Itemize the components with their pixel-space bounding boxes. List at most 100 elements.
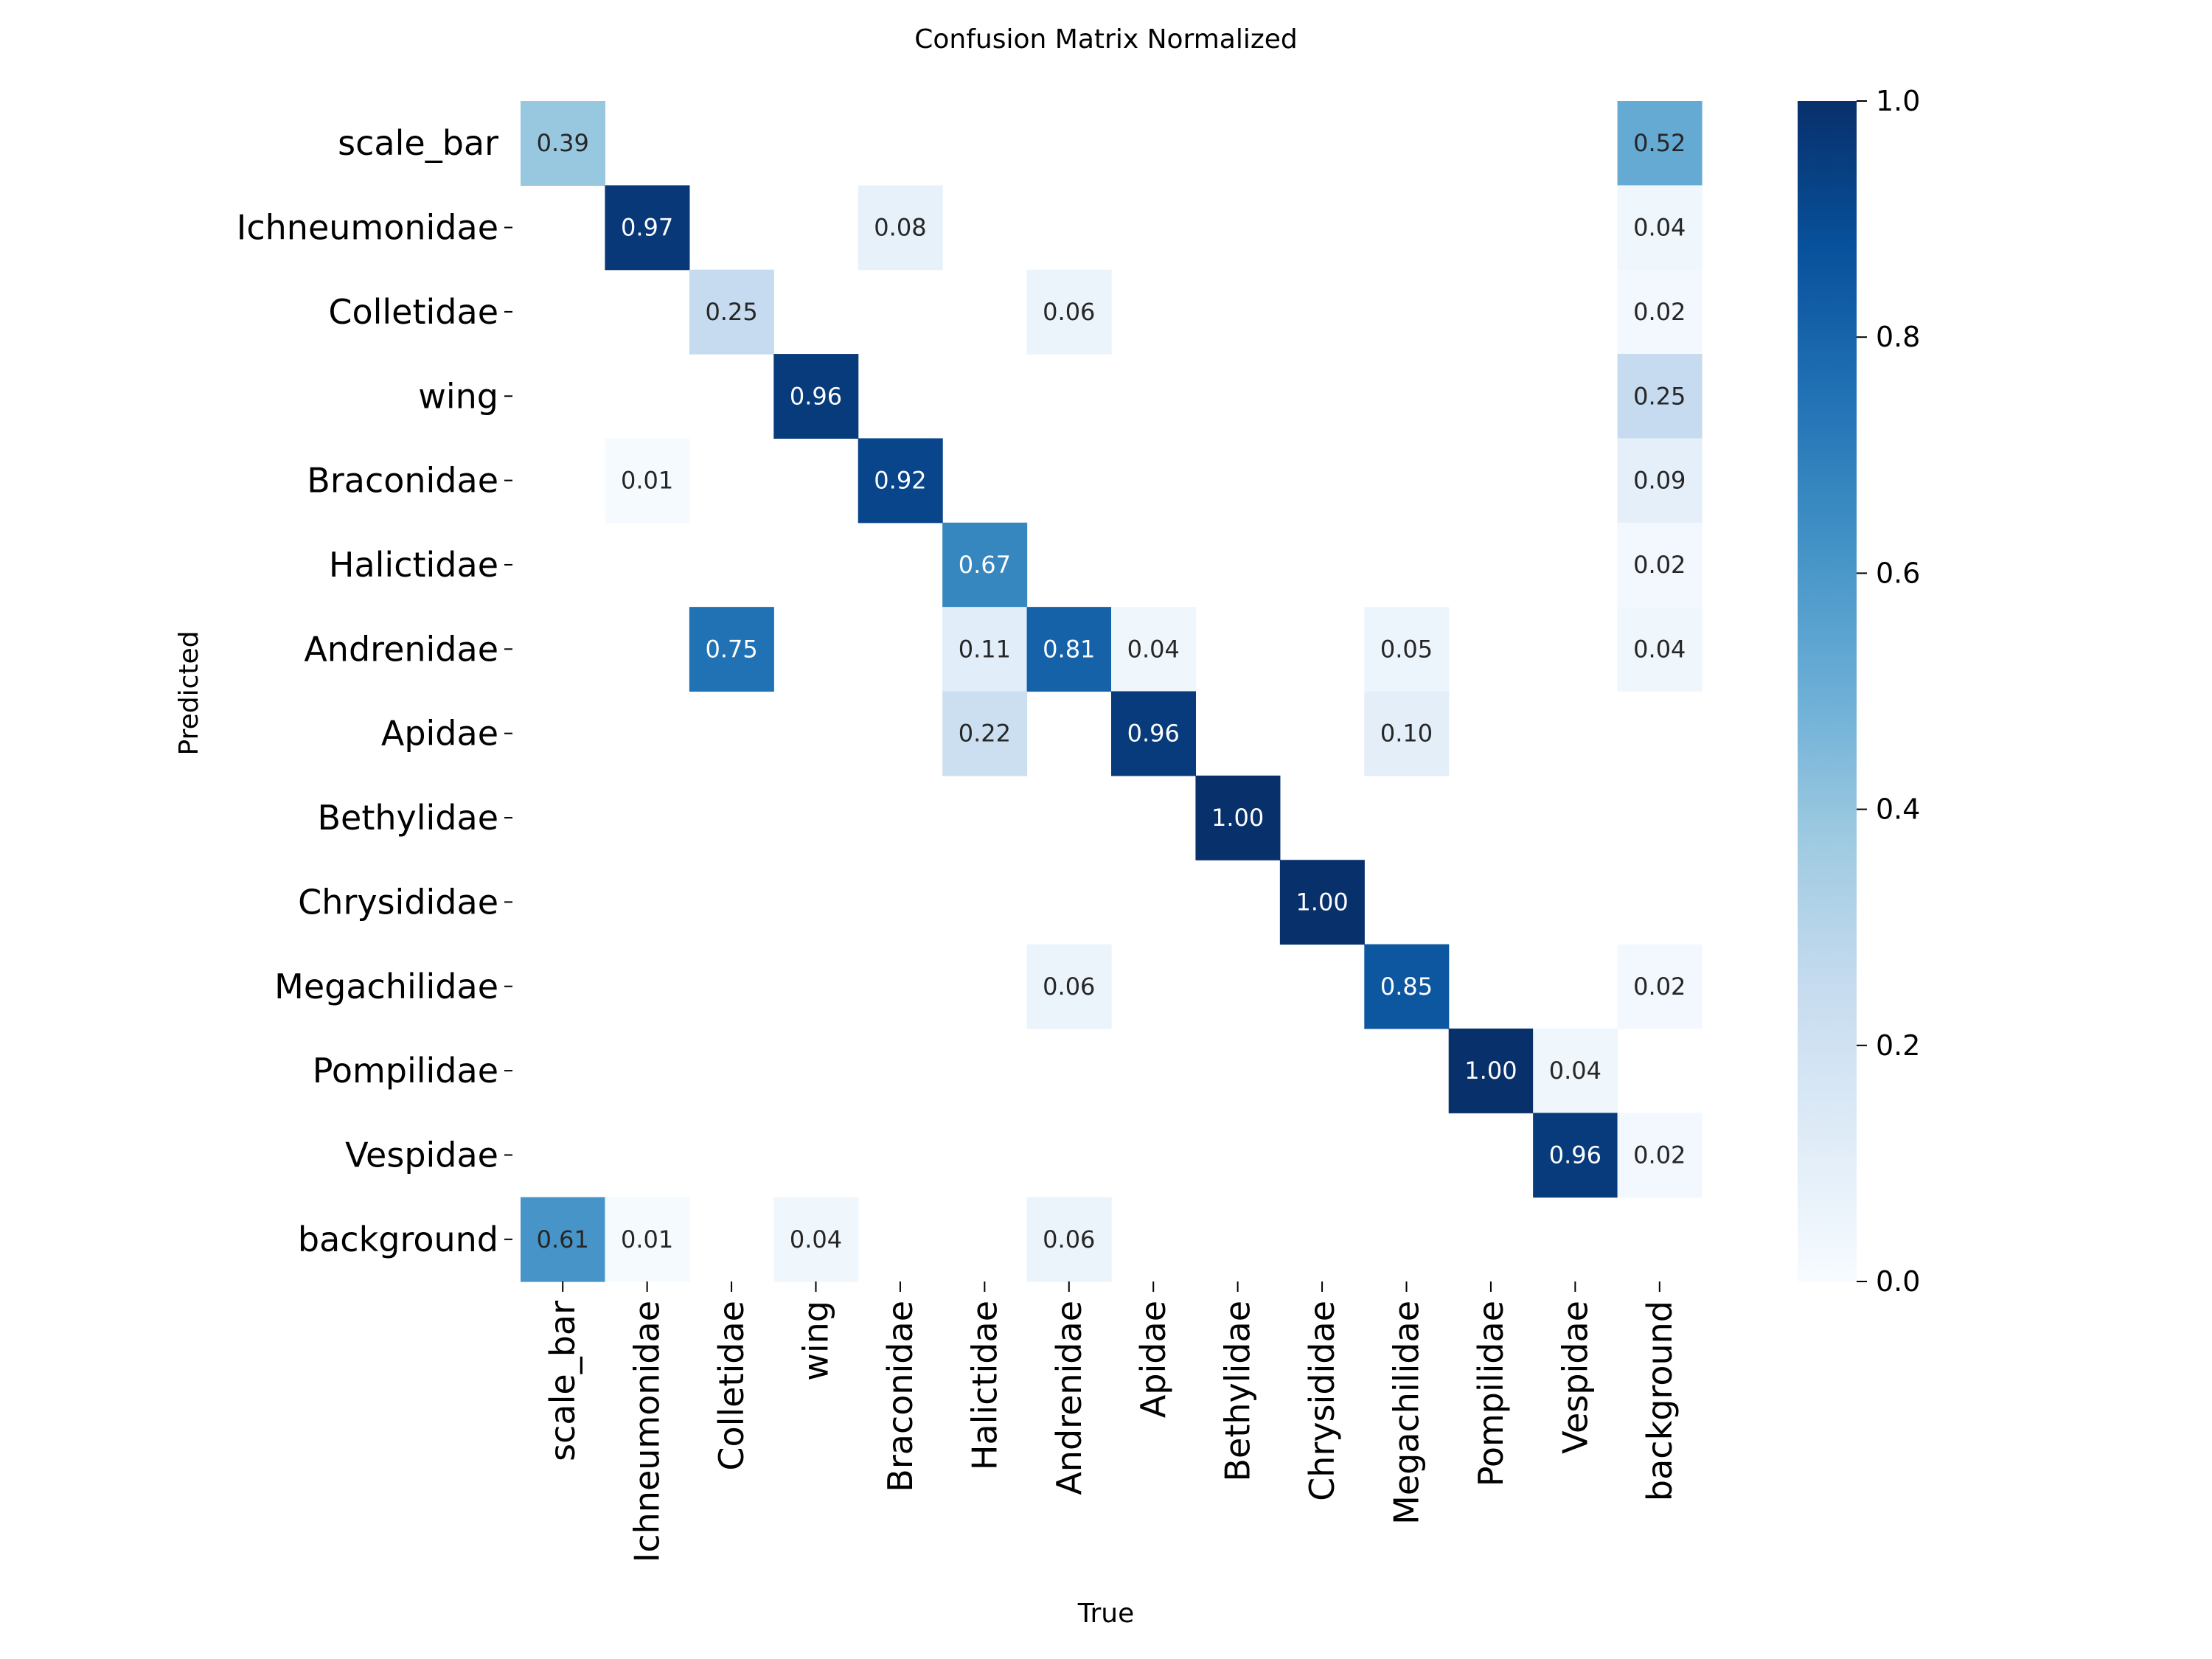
colorbar-tick-label-0.2: 0.2 — [1876, 1029, 1920, 1062]
y-tick-label-Vespidae: Vespidae — [345, 1135, 498, 1175]
heatmap-cell-Colletidae-background — [1617, 269, 1703, 355]
y-axis-ticks: scale_bar Ichneumonidae Colletidae wing Brac… — [237, 123, 512, 1259]
heatmap-cell-Chrysididae-Chrysididae — [1279, 860, 1365, 945]
heatmap-cell-value-wing-background: 0.25 — [1633, 382, 1686, 410]
heatmap-cell-value-Bethylidae-Bethylidae: 1.00 — [1211, 804, 1264, 832]
heatmap-cell-value-Megachilidae-background: 0.02 — [1633, 973, 1686, 1001]
x-tick-label-Apidae: Apidae — [1133, 1301, 1173, 1418]
heatmap-cell-Vespidae-Vespidae — [1533, 1113, 1618, 1198]
heatmap-cell-value-Andrenidae-background: 0.04 — [1633, 635, 1686, 663]
heatmap-cells — [521, 101, 1703, 1282]
colorbar-tick-label-1.0: 1.0 — [1876, 85, 1920, 117]
heatmap-cell-value-scale_bar-scale_bar: 0.39 — [537, 129, 589, 157]
heatmap-cell-Andrenidae-Andrenidae — [1026, 607, 1112, 692]
heatmap-cell-Halictidae-Halictidae — [942, 522, 1028, 608]
colorbar-tick-label-0.6: 0.6 — [1876, 557, 1920, 589]
x-tick-label-Colletidae: Colletidae — [712, 1301, 751, 1471]
heatmap-cell-value-Braconidae-background: 0.09 — [1633, 467, 1686, 495]
x-tick-label-Braconidae: Braconidae — [880, 1301, 920, 1492]
heatmap-cell-Andrenidae-Apidae — [1111, 607, 1197, 692]
y-tick-label-Andrenidae: Andrenidae — [304, 629, 498, 669]
heatmap-cell-value-Pompilidae-Pompilidae: 1.00 — [1464, 1057, 1517, 1085]
colorbar-gradient — [1798, 101, 1857, 1281]
heatmap-cell-Andrenidae-background — [1617, 607, 1703, 692]
heatmap-cell-Andrenidae-Halictidae — [942, 607, 1028, 692]
heatmap-cell-value-Ichneumonidae-Braconidae: 0.08 — [874, 214, 926, 242]
heatmap-cell-labels: 0.39 0.52 0.97 0.08 0.04 0.25 0.06 0.02 0.96 0.25… — [537, 129, 1686, 1253]
heatmap-cell-background-Ichneumonidae — [605, 1197, 690, 1282]
heatmap-cell-value-Pompilidae-Vespidae: 0.04 — [1549, 1057, 1601, 1085]
heatmap-cell-background-wing — [773, 1197, 859, 1282]
heatmap-cell-Apidae-Megachilidae — [1364, 691, 1450, 776]
heatmap-cell-Ichneumonidae-background — [1617, 185, 1703, 271]
x-axis-label: True — [1077, 1599, 1134, 1629]
heatmap-cell-Andrenidae-Megachilidae — [1364, 607, 1450, 692]
heatmap-cell-value-Megachilidae-Megachilidae: 0.85 — [1380, 973, 1433, 1001]
heatmap-cell-value-Chrysididae-Chrysididae: 1.00 — [1295, 888, 1348, 916]
heatmap-cell-background-scale_bar — [521, 1197, 606, 1282]
heatmap-cell-Braconidae-Ichneumonidae — [605, 438, 690, 524]
x-axis-ticks: scale_bar Ichneumonidae Colletidae wing Brac… — [543, 1281, 1680, 1562]
heatmap-cell-scale_bar-scale_bar — [521, 101, 606, 186]
heatmap-cell-Pompilidae-Pompilidae — [1448, 1028, 1534, 1113]
x-tick-label-background: background — [1640, 1301, 1680, 1501]
heatmap-cell-value-Andrenidae-Colletidae: 0.75 — [705, 635, 757, 663]
heatmap-cell-value-Braconidae-Ichneumonidae: 0.01 — [621, 467, 673, 495]
heatmap-cell-wing-wing — [773, 354, 859, 439]
y-tick-label-Chrysididae: Chrysididae — [298, 882, 498, 922]
heatmap-cell-value-Vespidae-Vespidae: 0.96 — [1549, 1141, 1601, 1169]
heatmap-cell-value-Apidae-Apidae: 0.96 — [1127, 720, 1180, 748]
heatmap-cell-Colletidae-Colletidae — [689, 269, 774, 355]
y-tick-label-Megachilidae: Megachilidae — [274, 967, 498, 1006]
heatmap-cell-Megachilidae-Megachilidae — [1364, 944, 1450, 1029]
y-tick-label-wing: wing — [418, 376, 498, 416]
heatmap-cell-value-wing-wing: 0.96 — [790, 382, 842, 410]
heatmap-cell-Braconidae-Braconidae — [858, 438, 943, 524]
x-tick-label-Halictidae: Halictidae — [964, 1301, 1004, 1470]
heatmap-cell-Ichneumonidae-Ichneumonidae — [605, 185, 690, 271]
y-tick-label-Colletidae: Colletidae — [328, 292, 498, 332]
heatmap-cell-background-Andrenidae — [1026, 1197, 1112, 1282]
heatmap-cell-Ichneumonidae-Braconidae — [858, 185, 943, 271]
heatmap-cell-value-scale_bar-background: 0.52 — [1633, 129, 1686, 157]
heatmap-cell-value-Andrenidae-Apidae: 0.04 — [1127, 635, 1180, 663]
heatmap-cell-Apidae-Apidae — [1111, 691, 1197, 776]
heatmap-cell-Halictidae-background — [1617, 522, 1703, 608]
colorbar-tick-label-0.0: 0.0 — [1876, 1265, 1920, 1298]
y-tick-label-scale_bar: scale_bar — [338, 123, 498, 163]
heatmap-cell-value-background-wing: 0.04 — [790, 1225, 842, 1253]
x-tick-label-Vespidae: Vespidae — [1555, 1301, 1595, 1454]
y-tick-label-Apidae: Apidae — [381, 714, 498, 754]
heatmap-cell-wing-background — [1617, 354, 1703, 439]
heatmap-cell-value-background-Andrenidae: 0.06 — [1043, 1225, 1095, 1253]
y-tick-label-Halictidae: Halictidae — [329, 545, 498, 585]
heatmap-cell-value-Halictidae-Halictidae: 0.67 — [959, 551, 1011, 579]
chart-title: Confusion Matrix Normalized — [914, 24, 1297, 55]
y-tick-label-Ichneumonidae: Ichneumonidae — [237, 208, 498, 248]
heatmap-cell-value-background-scale_bar: 0.61 — [537, 1225, 589, 1253]
heatmap-cell-value-Braconidae-Braconidae: 0.92 — [874, 467, 926, 495]
heatmap-cell-Andrenidae-Colletidae — [689, 607, 774, 692]
heatmap-cell-value-Apidae-Megachilidae: 0.10 — [1380, 720, 1433, 748]
heatmap-cell-value-Ichneumonidae-background: 0.04 — [1633, 214, 1686, 242]
y-tick-label-Pompilidae: Pompilidae — [313, 1051, 498, 1091]
y-axis-label: Predicted — [174, 631, 204, 756]
x-tick-label-Megachilidae: Megachilidae — [1387, 1301, 1427, 1525]
heatmap-cell-value-Andrenidae-Halictidae: 0.11 — [959, 635, 1011, 663]
y-tick-label-Braconidae: Braconidae — [307, 461, 498, 501]
heatmap-cell-value-Ichneumonidae-Ichneumonidae: 0.97 — [621, 214, 673, 242]
heatmap-cell-scale_bar-background — [1617, 101, 1703, 186]
colorbar-tick-label-0.4: 0.4 — [1876, 793, 1920, 826]
heatmap-cell-value-Colletidae-background: 0.02 — [1633, 298, 1686, 326]
x-tick-label-Bethylidae: Bethylidae — [1218, 1301, 1258, 1482]
heatmap-cell-value-Megachilidae-Andrenidae: 0.06 — [1043, 973, 1095, 1001]
heatmap-cell-value-Colletidae-Andrenidae: 0.06 — [1043, 298, 1095, 326]
heatmap-cell-Braconidae-background — [1617, 438, 1703, 524]
heatmap-cell-value-Halictidae-background: 0.02 — [1633, 551, 1686, 579]
x-tick-label-Andrenidae: Andrenidae — [1049, 1301, 1089, 1495]
heatmap-cell-value-background-Ichneumonidae: 0.01 — [621, 1225, 673, 1253]
x-tick-label-Chrysididae: Chrysididae — [1302, 1301, 1342, 1501]
heatmap-cell-value-Andrenidae-Andrenidae: 0.81 — [1043, 635, 1095, 663]
heatmap-cell-Apidae-Halictidae — [942, 691, 1028, 776]
